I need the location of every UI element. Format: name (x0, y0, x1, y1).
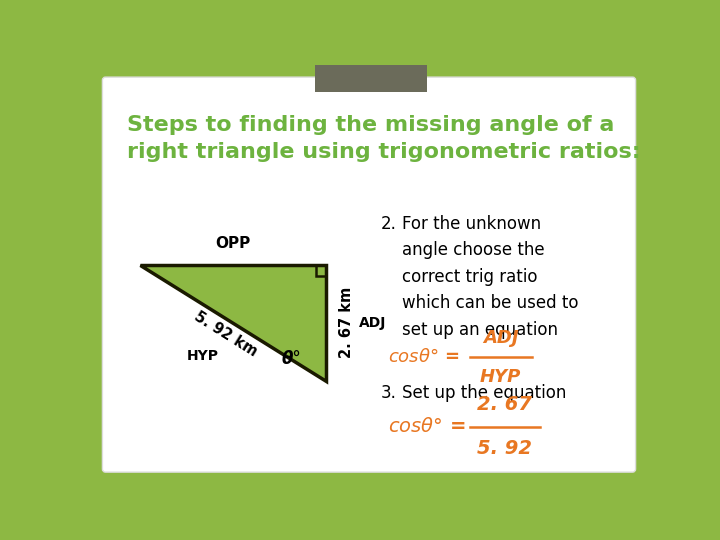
Text: 5. 92: 5. 92 (477, 439, 532, 458)
Text: Set up the equation: Set up the equation (402, 384, 567, 402)
Text: OPP: OPP (216, 236, 251, 251)
Text: 5. 92 km: 5. 92 km (192, 309, 260, 360)
FancyBboxPatch shape (102, 77, 636, 472)
Text: HYP: HYP (480, 368, 521, 386)
Polygon shape (140, 265, 326, 381)
Text: θ°: θ° (282, 350, 302, 368)
Text: Steps to finding the missing angle of a: Steps to finding the missing angle of a (127, 115, 615, 135)
Text: 3.: 3. (381, 384, 397, 402)
Text: $\mathit{cos\theta°}$ =: $\mathit{cos\theta°}$ = (388, 417, 466, 436)
Text: HYP: HYP (186, 349, 219, 363)
Text: 2.: 2. (381, 215, 397, 233)
Bar (315, 65, 427, 92)
Text: right triangle using trigonometric ratios:: right triangle using trigonometric ratio… (127, 142, 641, 162)
Text: 2. 67 km: 2. 67 km (339, 287, 354, 359)
Text: ADJ: ADJ (483, 329, 518, 347)
Text: 2. 67: 2. 67 (477, 395, 532, 414)
Text: ADJ: ADJ (359, 316, 387, 330)
Text: For the unknown
angle choose the
correct trig ratio
which can be used to
set up : For the unknown angle choose the correct… (402, 215, 579, 339)
Text: $\mathit{cos\theta°}$ =: $\mathit{cos\theta°}$ = (388, 348, 460, 367)
